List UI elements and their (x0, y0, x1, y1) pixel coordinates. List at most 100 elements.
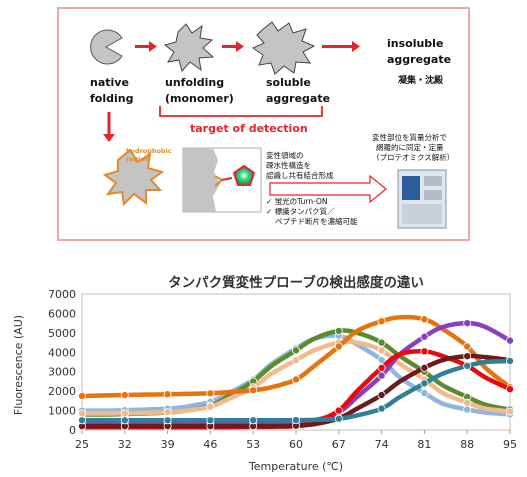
feature-1: ✓ 蛍光のTurn-ON (266, 196, 328, 206)
target-label: target of detection (190, 122, 308, 135)
data-point (420, 389, 429, 398)
data-point (505, 357, 514, 366)
data-point (206, 416, 215, 425)
data-point (334, 342, 343, 351)
down-arrow-icon (103, 112, 115, 142)
data-point (505, 385, 514, 394)
probe-text-2: 疎水性構造を (266, 160, 311, 170)
y-axis-label: Fluorescence (AU) (12, 315, 25, 415)
data-point (78, 416, 87, 425)
data-point (463, 405, 472, 414)
data-point (249, 386, 258, 395)
y-tick-label: 1000 (48, 405, 76, 418)
data-point (420, 379, 429, 388)
stage-insoluble-note: 凝集・沈殿 (398, 74, 444, 86)
data-point (334, 414, 343, 423)
soluble-aggregate-icon (251, 21, 316, 75)
arrow-icon (135, 41, 157, 52)
data-point (420, 363, 429, 372)
probe-text-3: 認識し共有結合形成 (266, 170, 334, 180)
data-point (463, 361, 472, 370)
ms-text-2: 網羅的に同定・定量 (376, 142, 444, 152)
data-point (120, 391, 129, 400)
data-point (120, 416, 129, 425)
hydrophobic-protein-icon (102, 148, 165, 207)
data-point (463, 319, 472, 328)
data-point (249, 416, 258, 425)
y-tick-label: 0 (69, 424, 76, 437)
data-point (120, 409, 129, 418)
x-tick-label: 74 (375, 438, 389, 451)
x-tick-label: 25 (75, 438, 89, 451)
y-tick-label: 2000 (48, 385, 76, 398)
stage-soluble-line2: aggregate (266, 92, 330, 105)
mechanism-diagram: native folding unfolding (monomer) solub… (57, 7, 470, 241)
data-point (78, 409, 87, 418)
arrow-icon (322, 41, 360, 52)
chart-title: タンパク質変性プローブの検出感度の違い (168, 274, 424, 291)
x-tick-label: 95 (503, 438, 517, 451)
data-point (163, 390, 172, 399)
ms-text-3: （プロテオミクス解析） (372, 152, 454, 162)
hydrophobic-label-line2: region (126, 155, 150, 163)
y-tick-label: 4000 (48, 346, 76, 359)
chart-series (78, 314, 514, 432)
ms-text-1: 変性部位を質量分析で (372, 132, 447, 142)
stage-unfolding-line1: unfolding (165, 76, 224, 89)
data-point (291, 356, 300, 365)
stage-soluble-line1: soluble (266, 76, 311, 89)
data-point (291, 346, 300, 355)
data-point (377, 371, 386, 380)
protein-surface (183, 148, 220, 212)
target-bracket (159, 106, 323, 117)
data-point (377, 363, 386, 372)
feature-2: ✓ 標識タンパク質／ (266, 206, 335, 216)
feature-3: ペプチド断片を濃縮可能 (275, 216, 358, 226)
mass-spectrometer-icon (397, 169, 447, 229)
data-point (163, 416, 172, 425)
data-point (377, 356, 386, 365)
ms-arrow-icon (269, 174, 387, 204)
data-point (463, 342, 472, 351)
data-point (420, 332, 429, 341)
y-tick-label: 6000 (48, 307, 76, 320)
series-8 (78, 357, 514, 425)
data-point (505, 336, 514, 345)
covalent-bond (221, 177, 233, 181)
x-tick-label: 88 (460, 438, 474, 451)
stage-native-line1: native (90, 76, 129, 89)
data-point (420, 315, 429, 324)
series-4 (78, 314, 514, 400)
x-tick-label: 67 (332, 438, 346, 451)
data-point (334, 406, 343, 415)
data-point (334, 326, 343, 335)
data-point (206, 389, 215, 398)
data-point (206, 402, 215, 411)
data-point (377, 404, 386, 413)
data-point (463, 352, 472, 361)
series-1 (78, 331, 514, 419)
x-tick-label: 53 (246, 438, 260, 451)
x-tick-label: 60 (289, 438, 303, 451)
data-point (291, 375, 300, 384)
data-point (291, 416, 300, 425)
probe-text-1: 変性領域の (266, 150, 304, 160)
arrow-icon (222, 41, 244, 52)
stage-unfolding-line2: (monomer) (165, 92, 234, 105)
data-point (78, 391, 87, 400)
probe-pentagon-icon (232, 164, 256, 186)
data-point (377, 317, 386, 326)
stage-insoluble-line1: insoluble (387, 37, 443, 50)
data-point (377, 346, 386, 355)
stage-native-line2: folding (90, 92, 133, 105)
y-tick-label: 7000 (48, 288, 76, 301)
hydrophobic-label-line1: hydrophobic (126, 147, 172, 155)
data-point (377, 338, 386, 347)
x-tick-label: 46 (203, 438, 217, 451)
unfolded-protein-icon (163, 23, 215, 73)
data-point (377, 391, 386, 400)
native-protein-icon (90, 29, 123, 65)
y-tick-label: 5000 (48, 327, 76, 340)
data-point (420, 347, 429, 356)
x-axis-label: Temperature (℃) (248, 460, 343, 473)
